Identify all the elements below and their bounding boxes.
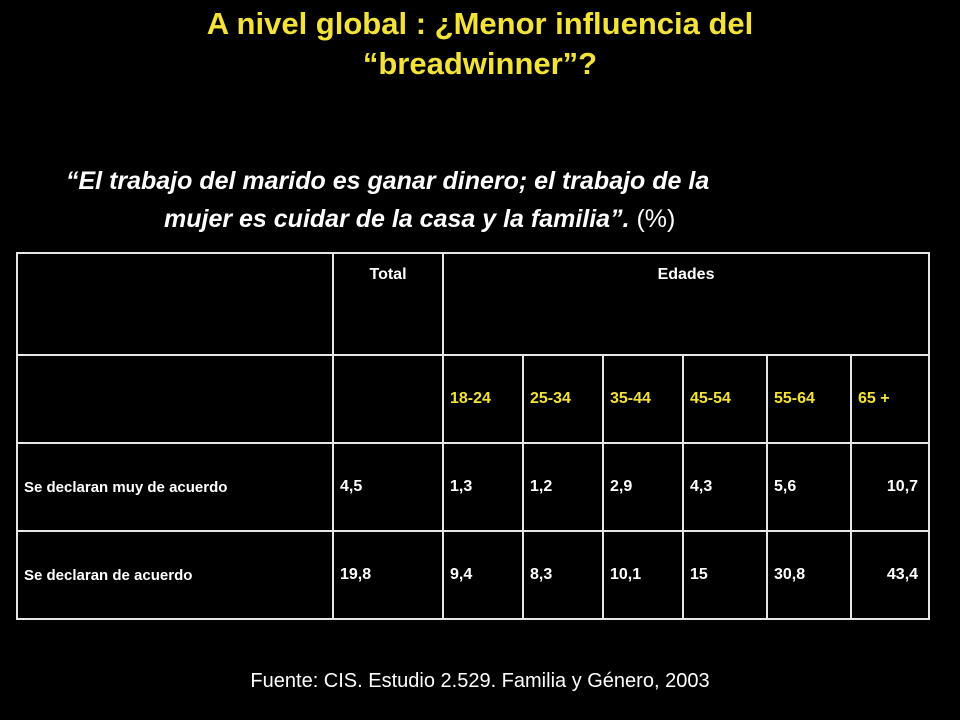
row-value: 10,7	[849, 442, 931, 532]
header-total: Total	[332, 252, 444, 356]
header-edades: Edades	[441, 252, 931, 356]
row-value: 15	[682, 530, 768, 620]
row-total: 19,8	[332, 530, 444, 620]
question-line-1: “El trabajo del marido es ganar dinero; …	[66, 167, 710, 195]
age-group-25-34: 25-34	[522, 354, 604, 444]
row-value: 8,3	[522, 530, 604, 620]
row-value: 30,8	[766, 530, 852, 620]
table-header-row: Total Edades	[16, 252, 931, 356]
row-value: 10,1	[602, 530, 684, 620]
corner-cell	[16, 252, 334, 356]
age-group-45-54: 45-54	[682, 354, 768, 444]
question-unit: (%)	[629, 205, 676, 233]
empty-total-cell	[332, 354, 444, 444]
row-value: 1,3	[442, 442, 524, 532]
question-line-2: mujer es cuidar de la casa y la familia”…	[60, 200, 930, 238]
age-group-65-plus: 65 +	[849, 354, 931, 444]
row-value: 43,4	[849, 530, 931, 620]
row-total: 4,5	[332, 442, 444, 532]
age-group-18-24: 18-24	[442, 354, 524, 444]
survey-question: “El trabajo del marido es ganar dinero; …	[60, 162, 930, 238]
row-label: Se declaran de acuerdo	[16, 530, 334, 620]
question-line-2-text: mujer es cuidar de la casa y la familia”…	[164, 205, 630, 233]
table-row: Se declaran de acuerdo 19,8 9,4 8,3 10,1…	[16, 530, 931, 620]
row-value: 2,9	[602, 442, 684, 532]
source-note: Fuente: CIS. Estudio 2.529. Familia y Gé…	[250, 670, 710, 692]
row-value: 1,2	[522, 442, 604, 532]
age-groups-row: 18-24 25-34 35-44 45-54 55-64 65 +	[16, 354, 931, 444]
slide-title: A nivel global : ¿Menor influencia del “…	[206, 6, 754, 81]
row-value: 9,4	[442, 530, 524, 620]
row-value: 4,3	[682, 442, 768, 532]
age-group-55-64: 55-64	[766, 354, 852, 444]
results-table: Total Edades 18-24 25-34 35-44 45-54 55-…	[16, 252, 931, 620]
row-value: 5,6	[766, 442, 852, 532]
table-row: Se declaran muy de acuerdo 4,5 1,3 1,2 2…	[16, 442, 931, 532]
empty-label-cell	[16, 354, 334, 444]
row-label: Se declaran muy de acuerdo	[16, 442, 334, 532]
age-group-35-44: 35-44	[602, 354, 684, 444]
